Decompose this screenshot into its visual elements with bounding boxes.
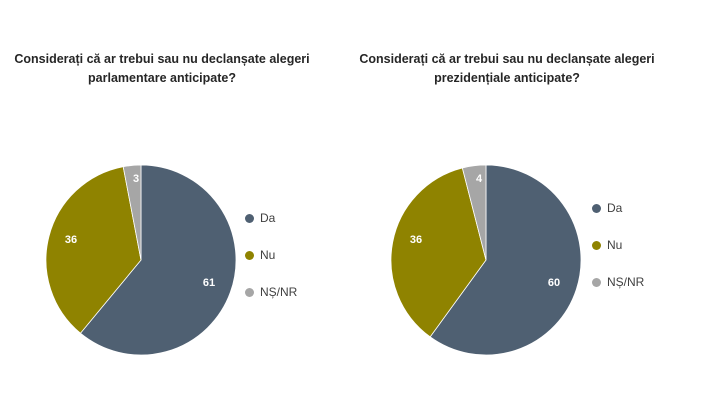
pie-2-slices: [391, 165, 581, 355]
legend-item-da: Da: [592, 199, 644, 217]
legend-item-ns-nr: NȘ/NR: [592, 273, 644, 291]
legend-item-ns-nr: NȘ/NR: [245, 283, 297, 301]
legend-label-ns-nr: NȘ/NR: [260, 285, 298, 299]
pie-chart-prezidentiale: 60 36 4: [391, 165, 581, 355]
pie-chart-parlamentare: 61 36 3: [46, 165, 236, 355]
pie-1-label-nu: 36: [65, 234, 77, 246]
pie-slice-nu: [391, 167, 487, 338]
legend-dot-ns-nr-icon: [592, 277, 601, 287]
pie-2-label-ns-nr: 4: [476, 173, 483, 185]
legend-label-da: Da: [607, 201, 623, 215]
legend-item-da: Da: [245, 209, 297, 227]
legend-dot-nu-icon: [592, 240, 601, 250]
pie-slice-nnr: [122, 165, 142, 261]
chart-2-title: Considerați că ar trebui sau nu declanșa…: [337, 50, 677, 88]
chart-2-title-line1: Considerați că ar trebui sau nu declanșa…: [359, 52, 655, 66]
chart-1-title-line2: parlamentare anticipate?: [88, 71, 236, 85]
chart-1-title-line1: Considerați că ar trebui sau nu declanșa…: [14, 52, 310, 66]
chart-1-title: Considerați că ar trebui sau nu declanșa…: [0, 50, 332, 88]
legend-label-nu: Nu: [607, 238, 623, 252]
pie-slice-nu: [46, 166, 142, 334]
legend-dot-da-icon: [592, 203, 601, 213]
pie-1-label-da: 61: [203, 277, 215, 289]
pie-slice-da: [429, 165, 581, 355]
pie-1-slices: [46, 165, 236, 355]
pie-1-legend: Da Nu NȘ/NR: [245, 209, 297, 320]
legend-label-nu: Nu: [260, 248, 276, 262]
legend-label-da: Da: [260, 211, 276, 225]
pie-slice-da: [79, 165, 236, 355]
legend-dot-nu-icon: [245, 250, 254, 260]
legend-dot-ns-nr-icon: [245, 287, 254, 297]
legend-label-ns-nr: NȘ/NR: [607, 275, 645, 289]
pie-2-label-da: 60: [548, 277, 560, 289]
legend-item-nu: Nu: [245, 246, 297, 264]
pie-slice-nnr: [461, 165, 487, 261]
legend-dot-da-icon: [245, 213, 254, 223]
pie-1-label-ns-nr: 3: [133, 173, 139, 185]
chart-2-title-line2: prezidențiale anticipate?: [434, 71, 580, 85]
pie-2-legend: Da Nu NȘ/NR: [592, 199, 644, 310]
pie-2-label-nu: 36: [410, 234, 422, 246]
legend-item-nu: Nu: [592, 236, 644, 254]
